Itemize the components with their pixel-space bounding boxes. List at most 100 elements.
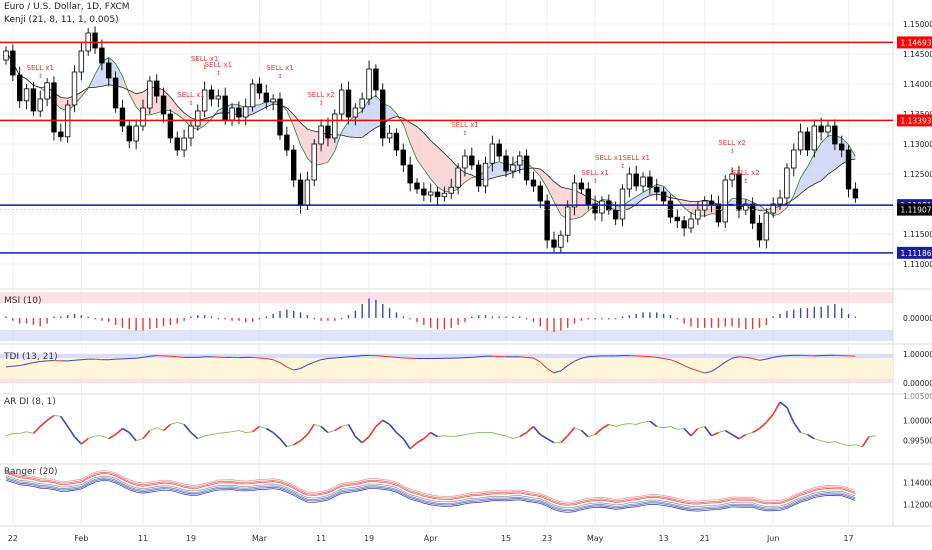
candle-body (434, 191, 441, 198)
tdi-line-segment (731, 356, 740, 359)
ardi-line-segment (423, 431, 432, 440)
candle-body (174, 137, 180, 151)
candle-body (770, 203, 776, 214)
ardi-line-segment (683, 427, 692, 437)
candle-body (818, 125, 824, 133)
tdi-line-segment (26, 362, 34, 365)
tdi-line-segment (334, 356, 342, 359)
ardi-line-segment (218, 432, 226, 434)
tdi-line-segment (567, 360, 575, 366)
last-price-label: 1.11907 (900, 206, 931, 215)
ardi-line-segment (300, 434, 308, 442)
tdi-line-segment (355, 355, 363, 357)
kenji-cloud-segment (327, 134, 335, 163)
tdi-line-segment (581, 356, 589, 359)
candle-body (797, 131, 804, 151)
kenji-cloud-segment (259, 101, 267, 111)
candle-body (640, 176, 646, 187)
kenji-cloud-segment (95, 62, 102, 88)
candle-body (290, 149, 297, 181)
candle-body (414, 182, 420, 190)
kenji-cloud-segment (410, 122, 417, 160)
ardi-line-segment (464, 432, 472, 435)
tdi-line-segment (738, 356, 746, 358)
candle-body (681, 220, 687, 229)
x-tick-label: Apr (424, 534, 439, 543)
tdi-line-segment (40, 360, 48, 362)
ardi-y-tick-label: 1.00500 (903, 392, 932, 401)
price-tag (897, 36, 932, 49)
sell-signal-label: SELL x2 (732, 169, 760, 177)
candle-body (455, 167, 461, 188)
candle-body (133, 125, 139, 142)
ardi-line-segment (772, 401, 781, 415)
candle-body (427, 191, 434, 196)
tdi-line-segment (560, 365, 569, 372)
sell-signal-marker: ↕ (319, 100, 324, 107)
ardi-line-segment (66, 426, 76, 438)
tdi-line-segment (327, 357, 335, 360)
candle-body (756, 222, 763, 241)
candle-body (482, 162, 489, 187)
ardi-line-segment (731, 433, 740, 440)
sell-signal-marker: ↕ (188, 100, 193, 107)
candle-body (167, 113, 174, 139)
tdi-label: TDI (13, 21) (4, 352, 58, 362)
ranger-label: Ranger (20) (4, 467, 58, 477)
tdi-lower-band (0, 378, 893, 384)
kenji-cloud-segment (423, 132, 431, 179)
tdi-line-segment (526, 356, 534, 359)
kenji-cloud-segment (403, 118, 411, 144)
kenji-cloud-segment (684, 200, 691, 213)
ardi-line-segment (347, 424, 357, 438)
tdi-line-segment (766, 356, 774, 360)
candle-body (222, 95, 228, 121)
tdi-line-segment (704, 370, 712, 374)
tdi-line-segment (95, 358, 102, 361)
candle-body (619, 188, 626, 220)
tdi-line-segment (519, 356, 527, 358)
sell-signal-marker: ↕ (202, 64, 207, 71)
candle-body (112, 77, 119, 109)
tdi-line-segment (279, 362, 288, 368)
candle-body (23, 88, 30, 102)
kenji-cloud-segment (547, 174, 554, 202)
candle-body (585, 188, 591, 205)
ardi-line-segment (46, 414, 55, 422)
kenji-cloud-segment (417, 126, 424, 170)
candle-body (229, 107, 235, 121)
tdi-line-segment (67, 359, 75, 362)
candle-body (140, 107, 146, 127)
y-tick-label: 1.15000 (903, 20, 932, 29)
candle-body (304, 179, 311, 206)
indicator-label: Kenji (21, 8, 11, 1, 0.005) (4, 15, 119, 25)
candle-body (215, 95, 222, 100)
chart-title: Euro / U.S. Dollar, 1D, FXCM (4, 2, 130, 12)
ardi-line-segment (122, 427, 130, 434)
candle-body (804, 131, 811, 151)
ardi-line-segment (814, 438, 822, 442)
kenji-cloud-segment (554, 181, 561, 215)
ardi-line-segment (615, 424, 623, 427)
candle-body (743, 203, 749, 211)
ardi-line-segment (512, 436, 520, 440)
ardi-line-segment (334, 425, 343, 432)
sell-signal-marker: ↕ (38, 73, 43, 80)
tdi-line-segment (252, 356, 260, 359)
candle-body (106, 62, 112, 79)
ardi-line-segment (670, 426, 678, 430)
kenji-cloud-segment (821, 136, 828, 181)
candle-body (729, 173, 735, 181)
kenji-cloud-segment (444, 153, 452, 193)
tdi-line-segment (752, 358, 760, 361)
kenji-cloud-segment (430, 140, 438, 187)
tdi-line-segment (348, 355, 356, 358)
ranger-band-line (5, 479, 856, 513)
ardi-line-segment (526, 425, 534, 434)
ardi-line-segment (574, 427, 582, 431)
candle-body (565, 206, 571, 236)
ardi-line-segment (704, 425, 713, 437)
ardi-line-segment (834, 441, 842, 445)
candle-body (352, 107, 359, 118)
last-price-tag (897, 203, 932, 216)
